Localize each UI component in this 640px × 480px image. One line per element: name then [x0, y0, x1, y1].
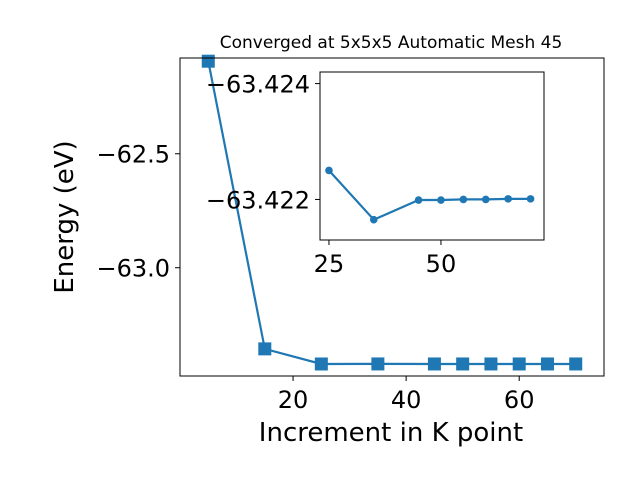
inset-background: [320, 72, 544, 240]
inset-data-point: [459, 195, 468, 204]
main-data-point: [484, 357, 498, 371]
inset-plot-frame: [319, 71, 545, 241]
main-data-point: [512, 357, 526, 371]
main-x-tick-label: 40: [391, 386, 422, 414]
chart-title: Converged at 5x5x5 Automatic Mesh 45: [220, 33, 563, 53]
inset-x-tick-label: 50: [426, 250, 457, 278]
main-data-point: [258, 342, 272, 356]
main-data-point: [456, 357, 470, 371]
main-data-point: [314, 357, 328, 371]
inset-data-point: [526, 195, 535, 203]
inset-data-point: [437, 196, 445, 204]
main-x-tick-label: 60: [504, 386, 535, 414]
main-plot-frame: [179, 57, 605, 377]
inset-data-point: [369, 215, 378, 224]
main-data-point: [569, 357, 583, 371]
inset-y-tick-label: −63.422: [206, 186, 310, 214]
main-y-tick-label: −63.0: [96, 255, 170, 283]
inset-axis-ticks: 25 50 −63.424 −63.422: [206, 71, 456, 278]
inset-data-point: [504, 195, 512, 203]
main-x-tick-label: 20: [278, 386, 309, 414]
inset-x-tick-label: 25: [314, 250, 345, 278]
main-y-tick-label: −62.5: [96, 141, 170, 169]
main-data-point: [201, 54, 215, 68]
inset-data-point: [325, 166, 333, 175]
inset-y-tick-label: −63.424: [206, 71, 310, 99]
main-data-point: [427, 357, 441, 371]
inset-data-point: [481, 195, 490, 204]
inset-data-point: [414, 196, 423, 204]
main-plot-area: [201, 54, 583, 371]
inset-plot-area: [325, 166, 535, 224]
main-series-line: [207, 60, 576, 366]
main-axis-ticks: 20 40 60 −63.0 −62.5: [96, 141, 534, 414]
x-axis-label: Increment in K point: [259, 418, 523, 448]
y-axis-label: Energy (eV): [50, 140, 80, 293]
main-data-point: [540, 357, 554, 371]
main-data-point: [371, 357, 385, 371]
